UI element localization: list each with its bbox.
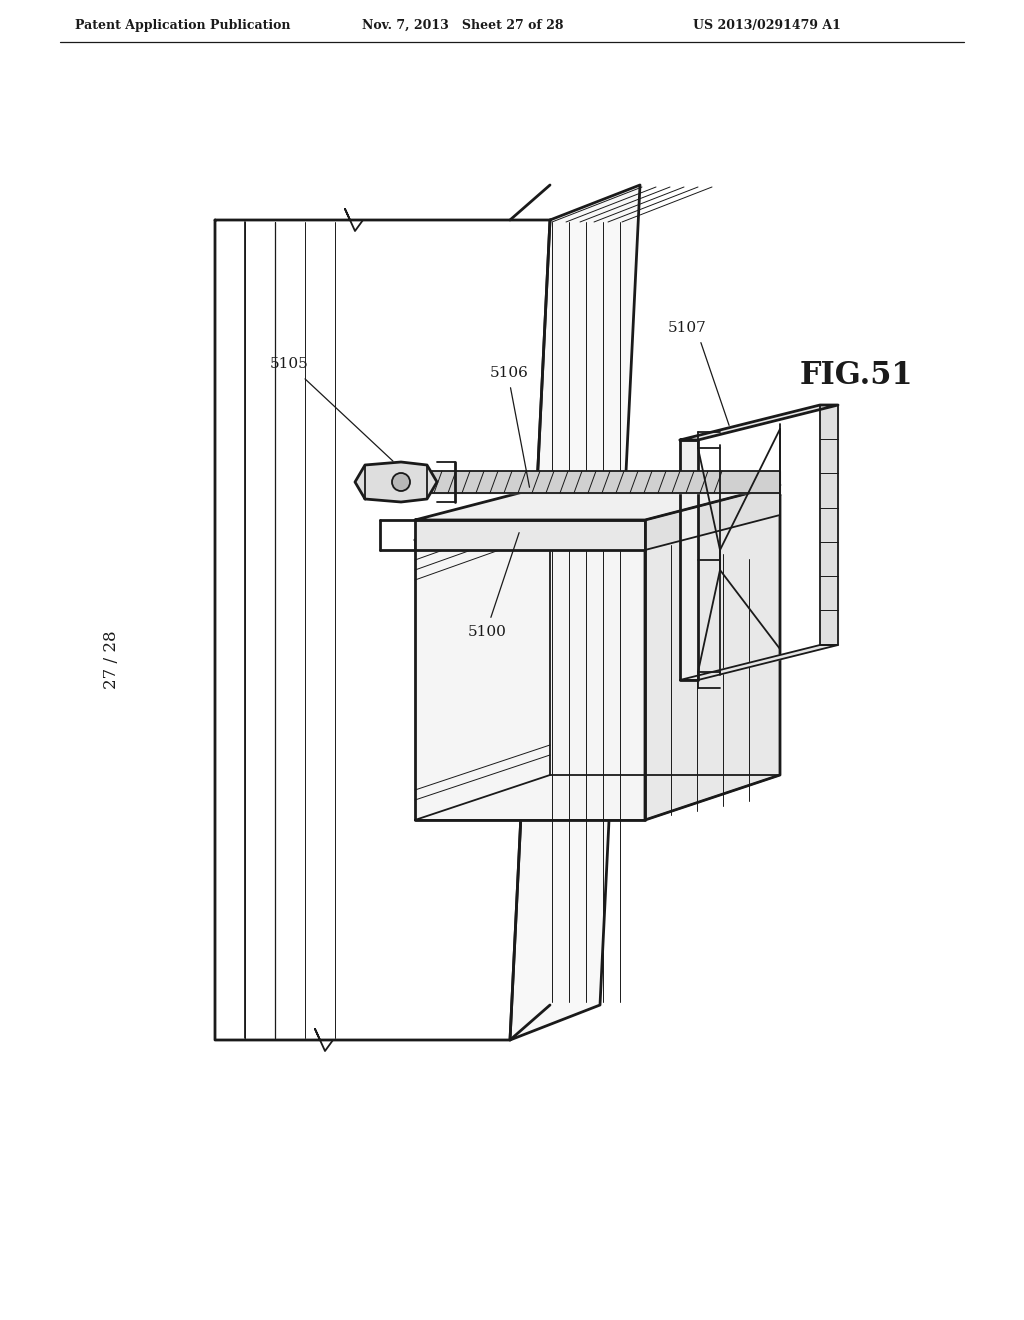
Text: Patent Application Publication: Patent Application Publication bbox=[75, 18, 291, 32]
Polygon shape bbox=[415, 484, 780, 520]
Polygon shape bbox=[355, 462, 437, 502]
Polygon shape bbox=[680, 405, 838, 440]
Polygon shape bbox=[680, 645, 838, 680]
Polygon shape bbox=[415, 775, 780, 820]
Polygon shape bbox=[510, 185, 640, 1040]
Text: 5105: 5105 bbox=[270, 356, 309, 371]
Text: 5100: 5100 bbox=[468, 624, 507, 639]
Text: FIG.51: FIG.51 bbox=[800, 359, 913, 391]
Polygon shape bbox=[415, 520, 645, 550]
Polygon shape bbox=[820, 405, 838, 645]
Polygon shape bbox=[645, 495, 780, 820]
Polygon shape bbox=[645, 484, 780, 550]
Polygon shape bbox=[415, 540, 645, 820]
Text: 27 / 28: 27 / 28 bbox=[103, 631, 121, 689]
Circle shape bbox=[392, 473, 410, 491]
Text: Nov. 7, 2013   Sheet 27 of 28: Nov. 7, 2013 Sheet 27 of 28 bbox=[362, 18, 563, 32]
Text: 5107: 5107 bbox=[668, 321, 707, 335]
Polygon shape bbox=[390, 471, 780, 492]
Polygon shape bbox=[680, 440, 698, 680]
Text: 5106: 5106 bbox=[490, 366, 528, 380]
Text: US 2013/0291479 A1: US 2013/0291479 A1 bbox=[693, 18, 841, 32]
Polygon shape bbox=[415, 495, 780, 540]
